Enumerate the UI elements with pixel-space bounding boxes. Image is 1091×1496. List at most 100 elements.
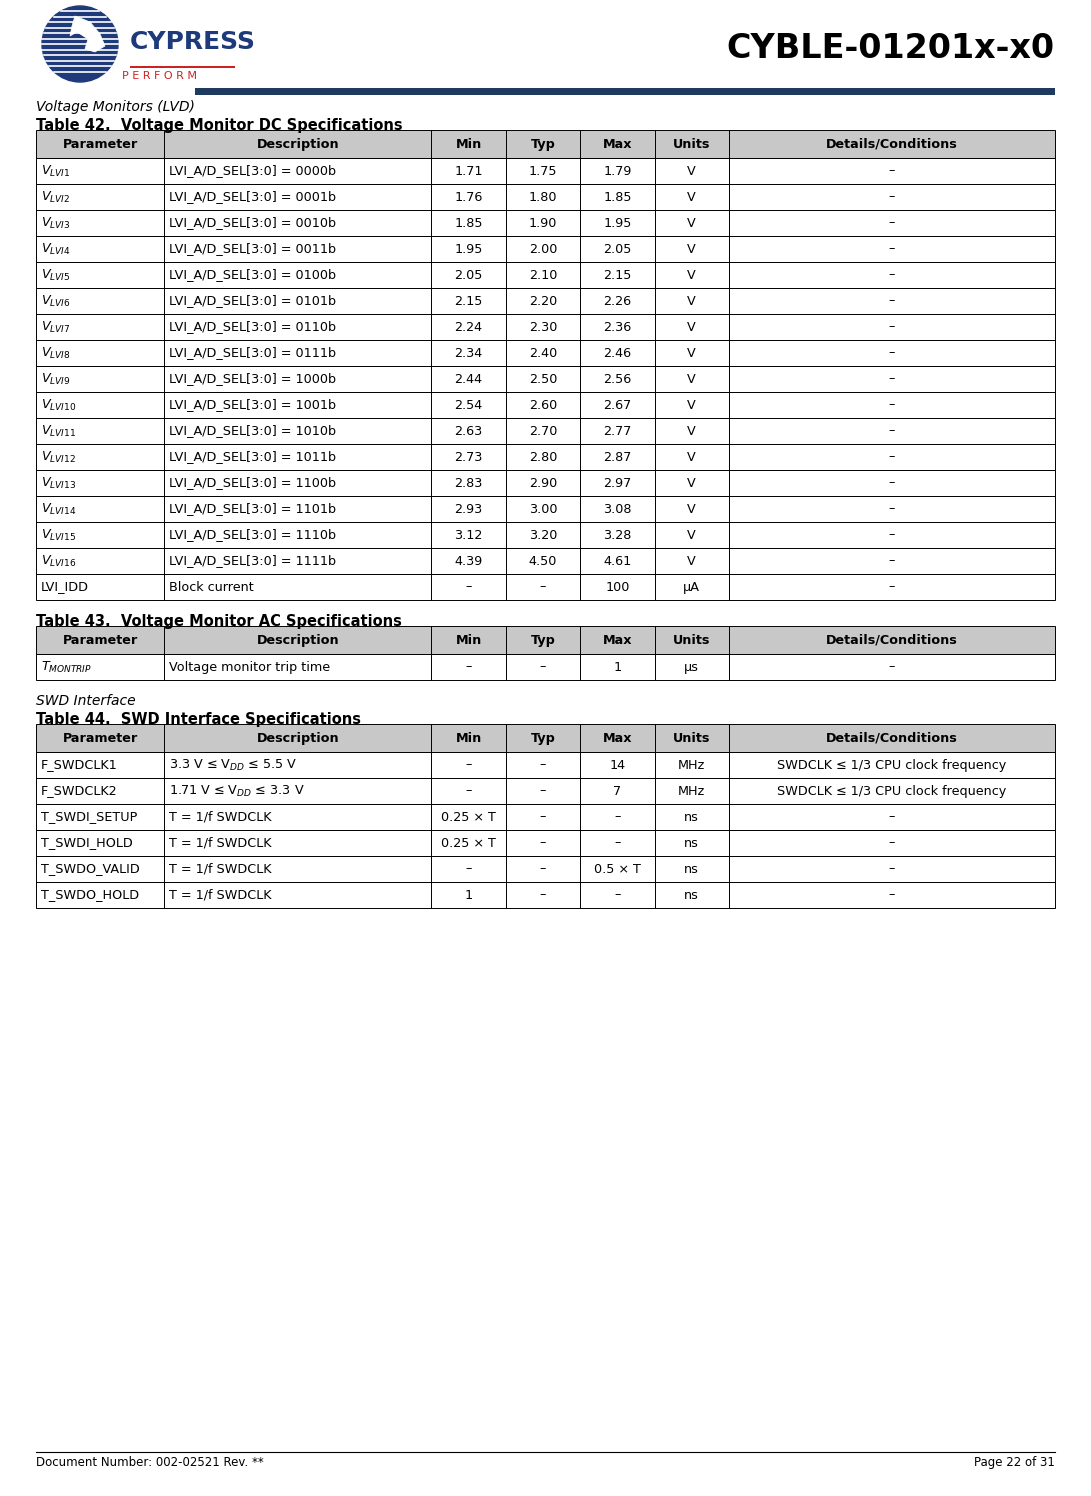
Text: µA: µA	[683, 580, 700, 594]
Text: $V_{LVI9}$: $V_{LVI9}$	[41, 371, 71, 386]
Text: –: –	[889, 242, 895, 256]
Text: 2.97: 2.97	[603, 477, 632, 489]
Bar	[36, 236, 1055, 262]
Text: Table 44.  SWD Interface Specifications: Table 44. SWD Interface Specifications	[36, 712, 361, 727]
Text: F_SWDCLK2: F_SWDCLK2	[41, 784, 118, 797]
Polygon shape	[70, 16, 105, 52]
Bar	[36, 159, 1055, 184]
Text: 2.77: 2.77	[603, 425, 632, 437]
Text: V: V	[687, 528, 696, 542]
Text: 2.36: 2.36	[603, 320, 632, 334]
Text: Voltage Monitors (LVD): Voltage Monitors (LVD)	[36, 100, 195, 114]
Bar	[36, 444, 1055, 470]
Text: SWDCLK ≤ 1/3 CPU clock frequency: SWDCLK ≤ 1/3 CPU clock frequency	[777, 758, 1007, 772]
Text: –: –	[889, 217, 895, 229]
Bar	[36, 314, 1055, 340]
Bar	[36, 130, 1055, 159]
Text: 14: 14	[609, 758, 625, 772]
Text: LVI_A/D_SEL[3:0] = 0010b: LVI_A/D_SEL[3:0] = 0010b	[169, 217, 336, 229]
Text: Details/Conditions: Details/Conditions	[826, 633, 958, 646]
Text: –: –	[889, 373, 895, 386]
Text: 3.08: 3.08	[603, 503, 632, 516]
Text: V: V	[687, 450, 696, 464]
Text: –: –	[889, 347, 895, 359]
Text: 100: 100	[606, 580, 630, 594]
Text: 7: 7	[613, 784, 622, 797]
Text: 1.80: 1.80	[529, 190, 558, 203]
Text: $V_{LVI15}$: $V_{LVI15}$	[41, 528, 76, 543]
Text: ns: ns	[684, 811, 699, 823]
Text: Units: Units	[673, 138, 710, 151]
Text: –: –	[889, 661, 895, 673]
Text: 2.26: 2.26	[603, 295, 632, 308]
Text: –: –	[889, 863, 895, 875]
Text: –: –	[540, 758, 547, 772]
Text: T_SWDO_HOLD: T_SWDO_HOLD	[41, 889, 140, 902]
Text: 1.85: 1.85	[454, 217, 483, 229]
Text: –: –	[540, 784, 547, 797]
Bar	[36, 654, 1055, 681]
Text: $V_{LVI7}$: $V_{LVI7}$	[41, 320, 71, 335]
Text: 2.50: 2.50	[529, 373, 558, 386]
Text: Typ: Typ	[530, 633, 555, 646]
Text: Voltage monitor trip time: Voltage monitor trip time	[169, 661, 331, 673]
Bar	[36, 548, 1055, 574]
Text: 2.15: 2.15	[454, 295, 482, 308]
Text: F_SWDCLK1: F_SWDCLK1	[41, 758, 118, 772]
Text: SWD Interface: SWD Interface	[36, 694, 135, 708]
Text: 1.95: 1.95	[603, 217, 632, 229]
Text: –: –	[540, 661, 547, 673]
Text: 1.85: 1.85	[603, 190, 632, 203]
Text: 2.60: 2.60	[529, 398, 558, 411]
Text: V: V	[687, 320, 696, 334]
Text: $V_{LVI11}$: $V_{LVI11}$	[41, 423, 76, 438]
Text: Details/Conditions: Details/Conditions	[826, 138, 958, 151]
Text: Min: Min	[455, 732, 482, 745]
Text: Description: Description	[256, 732, 339, 745]
Text: LVI_A/D_SEL[3:0] = 1100b: LVI_A/D_SEL[3:0] = 1100b	[169, 477, 336, 489]
Text: V: V	[687, 398, 696, 411]
Bar	[36, 856, 1055, 883]
Text: $V_{LVI14}$: $V_{LVI14}$	[41, 501, 76, 516]
Text: Document Number: 002-02521 Rev. **: Document Number: 002-02521 Rev. **	[36, 1456, 264, 1469]
Bar	[36, 752, 1055, 778]
Text: $V_{LVI2}$: $V_{LVI2}$	[41, 190, 70, 205]
Text: –: –	[889, 398, 895, 411]
Bar	[36, 184, 1055, 209]
Text: 2.73: 2.73	[454, 450, 482, 464]
Text: Typ: Typ	[530, 732, 555, 745]
Text: Parameter: Parameter	[62, 633, 137, 646]
Bar	[36, 883, 1055, 908]
Text: Description: Description	[256, 633, 339, 646]
Text: LVI_IDD: LVI_IDD	[41, 580, 89, 594]
Bar	[36, 803, 1055, 830]
Text: 0.25 × T: 0.25 × T	[441, 811, 496, 823]
Text: $V_{LVI12}$: $V_{LVI12}$	[41, 449, 76, 465]
Text: –: –	[614, 811, 621, 823]
Text: LVI_A/D_SEL[3:0] = 1001b: LVI_A/D_SEL[3:0] = 1001b	[169, 398, 336, 411]
Text: –: –	[540, 836, 547, 850]
Text: 2.83: 2.83	[454, 477, 482, 489]
Bar	[36, 392, 1055, 417]
Text: LVI_A/D_SEL[3:0] = 0101b: LVI_A/D_SEL[3:0] = 0101b	[169, 295, 336, 308]
Text: $T_{MONTRIP}$: $T_{MONTRIP}$	[41, 660, 92, 675]
Text: 0.25 × T: 0.25 × T	[441, 836, 496, 850]
Text: –: –	[540, 580, 547, 594]
Text: T = 1/f SWDCLK: T = 1/f SWDCLK	[169, 863, 272, 875]
Bar	[36, 417, 1055, 444]
Text: 2.90: 2.90	[529, 477, 558, 489]
Bar	[36, 340, 1055, 367]
Text: 3.28: 3.28	[603, 528, 632, 542]
Text: µs: µs	[684, 661, 699, 673]
Text: –: –	[889, 477, 895, 489]
Text: LVI_A/D_SEL[3:0] = 0000b: LVI_A/D_SEL[3:0] = 0000b	[169, 165, 336, 178]
Text: Description: Description	[256, 138, 339, 151]
Text: –: –	[889, 268, 895, 281]
Text: 3.3 V ≤ V$_{DD}$ ≤ 5.5 V: 3.3 V ≤ V$_{DD}$ ≤ 5.5 V	[169, 757, 298, 772]
Bar	[36, 262, 1055, 289]
Text: –: –	[889, 836, 895, 850]
Text: 1.95: 1.95	[454, 242, 482, 256]
Text: V: V	[687, 425, 696, 437]
Text: V: V	[687, 503, 696, 516]
Text: Block current: Block current	[169, 580, 254, 594]
